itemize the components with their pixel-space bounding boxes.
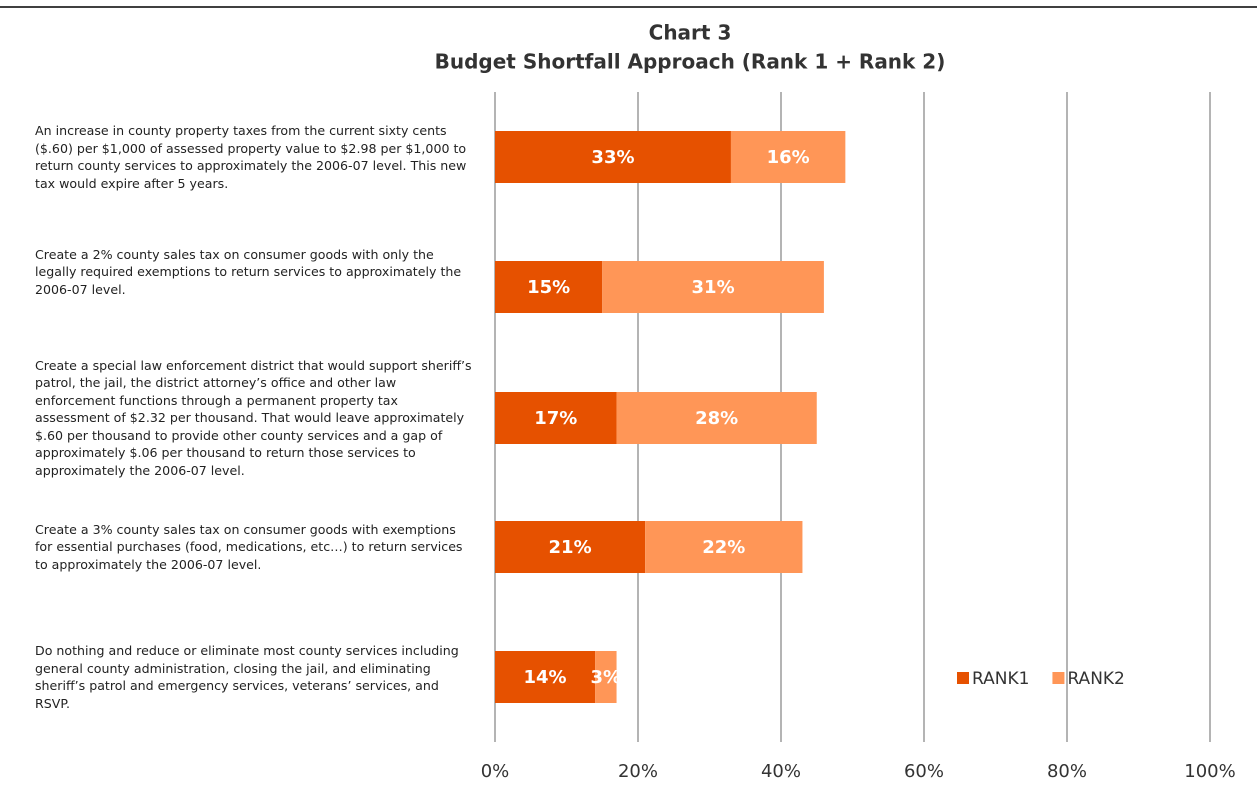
bar-segment: [495, 261, 603, 313]
x-tick-label: 60%: [904, 761, 944, 782]
x-tick-label: 80%: [1047, 761, 1087, 782]
x-tick-label: 0%: [481, 761, 510, 782]
legend-label: RANK2: [1067, 669, 1124, 689]
category-label: Create a special law enforcement distric…: [35, 357, 472, 478]
bar-segment: [616, 392, 817, 444]
x-tick-label: 20%: [618, 761, 658, 782]
bar-segment: [595, 651, 617, 703]
legend-label: RANK1: [972, 669, 1029, 689]
category-label: Do nothing and reduce or eliminate most …: [35, 643, 459, 711]
value-label: 31%: [692, 277, 735, 298]
bar-segment: [495, 651, 596, 703]
bar-segment: [495, 392, 617, 444]
x-tick-label: 100%: [1184, 761, 1235, 782]
bar-segment: [730, 131, 846, 183]
value-label: 15%: [527, 277, 570, 298]
value-label: 22%: [702, 537, 745, 558]
bar-segment: [495, 131, 731, 183]
value-label: 17%: [534, 408, 577, 429]
value-label: 33%: [591, 147, 634, 168]
value-label: 28%: [695, 408, 738, 429]
legend-swatch: [957, 672, 969, 684]
value-label: 3%: [591, 667, 622, 688]
category-label: Create a 2% county sales tax on consumer…: [35, 246, 462, 297]
value-label: 14%: [524, 667, 567, 688]
x-tick-label: 40%: [761, 761, 801, 782]
bar-segment: [602, 261, 824, 313]
legend-swatch: [1052, 672, 1065, 684]
chart-title: Chart 3: [649, 21, 732, 45]
value-label: 16%: [767, 147, 810, 168]
bar-segment: [645, 521, 803, 573]
category-label: Create a 3% county sales tax on consumer…: [35, 521, 463, 572]
bar-segment: [495, 521, 646, 573]
category-label: An increase in county property taxes fro…: [35, 123, 467, 191]
chart-subtitle: Budget Shortfall Approach (Rank 1 + Rank…: [435, 50, 946, 74]
value-label: 21%: [549, 537, 592, 558]
